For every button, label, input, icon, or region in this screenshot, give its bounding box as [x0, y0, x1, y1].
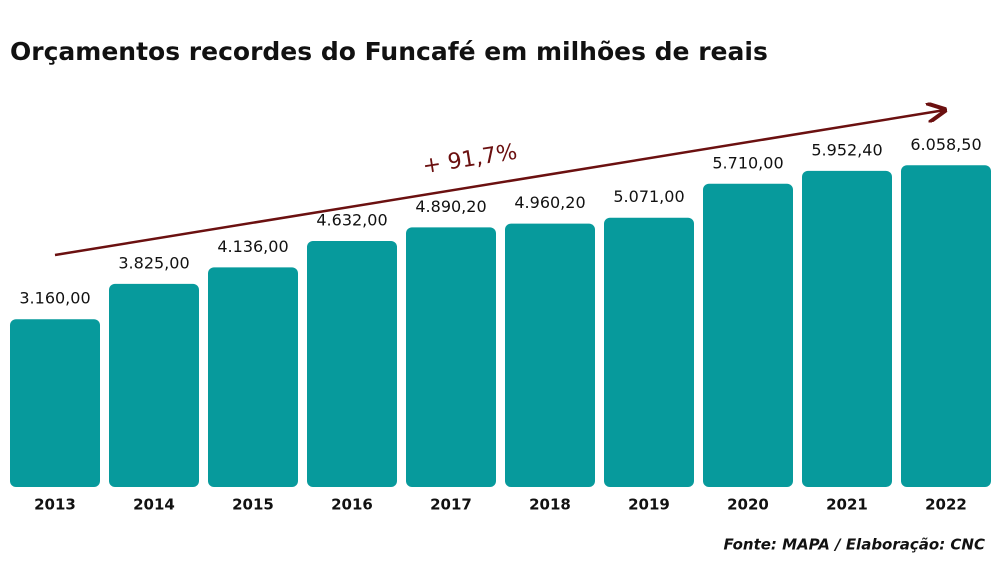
x-tick-label: 2019: [628, 496, 670, 514]
bar: [406, 227, 496, 487]
bar: [109, 283, 199, 487]
value-label: 4.136,00: [217, 237, 288, 256]
value-label: 3.160,00: [19, 289, 90, 308]
value-label: 6.058,50: [910, 135, 981, 154]
value-label: 5.710,00: [712, 153, 783, 172]
growth-annotation: + 91,7%: [421, 140, 519, 180]
x-tick-label: 2013: [34, 496, 76, 514]
bar: [802, 170, 892, 488]
x-tick-label: 2018: [529, 496, 571, 514]
bar: [10, 319, 100, 487]
value-label: 5.071,00: [613, 187, 684, 206]
source-note: Fonte: MAPA / Elaboração: CNC: [724, 536, 986, 554]
bar: [505, 223, 595, 487]
x-tick-label: 2014: [133, 496, 175, 514]
value-label: 5.952,40: [811, 140, 882, 159]
bar: [604, 217, 694, 487]
x-tick-label: 2016: [331, 496, 373, 514]
bar: [307, 241, 397, 487]
bar: [703, 183, 793, 487]
bar: [208, 267, 298, 487]
x-tick-label: 2017: [430, 496, 472, 514]
x-tick-label: 2022: [925, 496, 967, 514]
value-label: 4.960,20: [514, 193, 585, 212]
trend-arrow: [54, 110, 945, 257]
value-label: 4.890,20: [415, 197, 486, 216]
value-label: 3.825,00: [118, 253, 189, 272]
x-tick-label: 2021: [826, 496, 868, 514]
bar: [901, 165, 991, 488]
chart-title: Orçamentos recordes do Funcafé em milhõe…: [10, 37, 768, 66]
value-label: 4.632,00: [316, 211, 387, 230]
x-tick-label: 2020: [727, 496, 769, 514]
x-tick-label: 2015: [232, 496, 274, 514]
